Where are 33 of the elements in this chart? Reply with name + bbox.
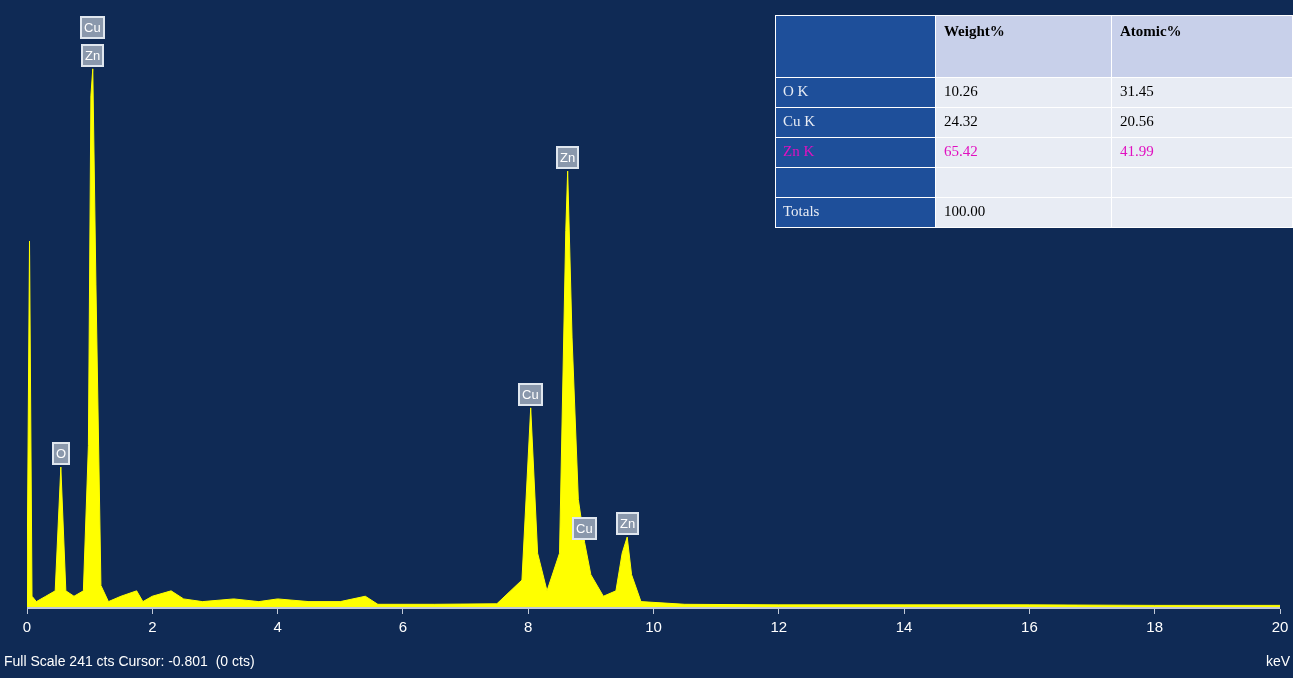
annotation: Cu bbox=[522, 387, 539, 402]
annotation: Zn bbox=[560, 150, 576, 165]
data-label: 31.45 bbox=[1119, 83, 1154, 100]
x-tick-label: 8 bbox=[524, 618, 533, 635]
annotation: O bbox=[56, 446, 67, 461]
category-label: O K bbox=[783, 83, 809, 100]
x-tick-label: 14 bbox=[895, 618, 913, 635]
x-tick-label: 10 bbox=[645, 618, 662, 635]
data-label: 41.99 bbox=[1119, 143, 1154, 160]
x-tick-label: 18 bbox=[1146, 618, 1164, 635]
annotation: Zn bbox=[620, 516, 636, 531]
data-label: 10.26 bbox=[943, 83, 979, 100]
annotation: Cu bbox=[576, 521, 593, 536]
x-tick-label: 4 bbox=[273, 618, 282, 635]
annotation: Cu bbox=[84, 20, 101, 35]
x-axis-title: keV bbox=[1266, 653, 1291, 669]
text: Full Scale 241 cts Cursor: -0.801 (0 cts) bbox=[4, 653, 255, 669]
category-label: Zn K bbox=[783, 143, 815, 160]
x-tick-label: 20 bbox=[1271, 618, 1289, 635]
text: Atomic% bbox=[1119, 23, 1182, 39]
text: Weight% bbox=[943, 23, 1005, 39]
data-label: 65.42 bbox=[943, 143, 978, 160]
x-tick-label: 6 bbox=[398, 618, 408, 635]
annotation: Zn bbox=[85, 48, 101, 63]
data-label: 20.56 bbox=[1119, 113, 1155, 130]
category-label: Totals bbox=[783, 203, 820, 220]
data-label: 24.32 bbox=[943, 113, 978, 130]
category-label: Cu K bbox=[783, 113, 816, 130]
x-tick-label: 2 bbox=[148, 618, 157, 635]
x-tick-label: 16 bbox=[1021, 618, 1038, 635]
data-label: 100.00 bbox=[943, 203, 986, 220]
x-tick-label: 12 bbox=[770, 618, 788, 635]
x-tick-label: 0 bbox=[22, 618, 32, 635]
